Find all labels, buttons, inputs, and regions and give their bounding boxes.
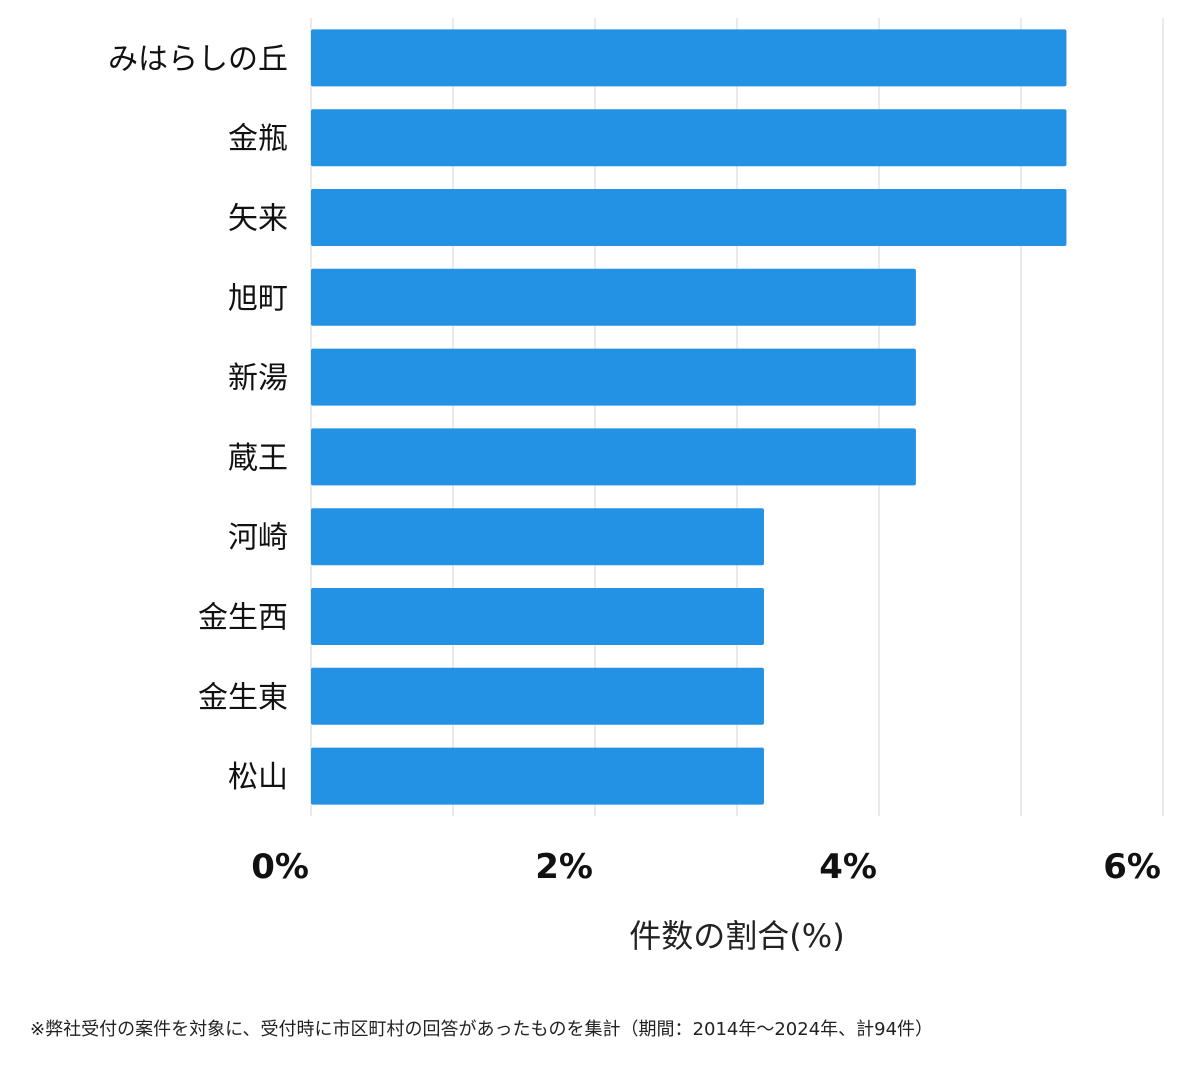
footnote: ※弊社受付の案件を対象に、受付時に市区町村の回答があったものを集計（期間：201… xyxy=(30,1019,934,1040)
x-tick-label: 6% xyxy=(1103,847,1161,887)
x-axis-title: 件数の割合(%) xyxy=(629,917,844,955)
category-label: 旭町 xyxy=(228,281,288,316)
x-tick-label: 2% xyxy=(535,847,593,887)
category-label: 蔵王 xyxy=(228,441,288,476)
category-label: 河崎 xyxy=(228,521,288,556)
category-label: 金生西 xyxy=(198,601,288,636)
category-label: みはらしの丘 xyxy=(108,42,288,77)
category-label: 金瓶 xyxy=(228,122,288,157)
bar xyxy=(311,109,1067,167)
x-tick-label: 4% xyxy=(819,847,877,887)
bar xyxy=(311,508,764,566)
category-label: 松山 xyxy=(228,760,288,795)
bar xyxy=(311,588,764,645)
bar xyxy=(311,348,916,406)
bar xyxy=(311,268,916,326)
bar xyxy=(311,189,1067,246)
bar xyxy=(311,428,916,486)
category-label: 新湯 xyxy=(228,361,288,396)
category-label: 金生東 xyxy=(198,680,288,715)
x-tick-label: 0% xyxy=(251,847,309,887)
category-label: 矢来 xyxy=(228,202,288,237)
bar xyxy=(311,747,764,805)
bar xyxy=(311,29,1067,87)
bar xyxy=(311,667,764,725)
